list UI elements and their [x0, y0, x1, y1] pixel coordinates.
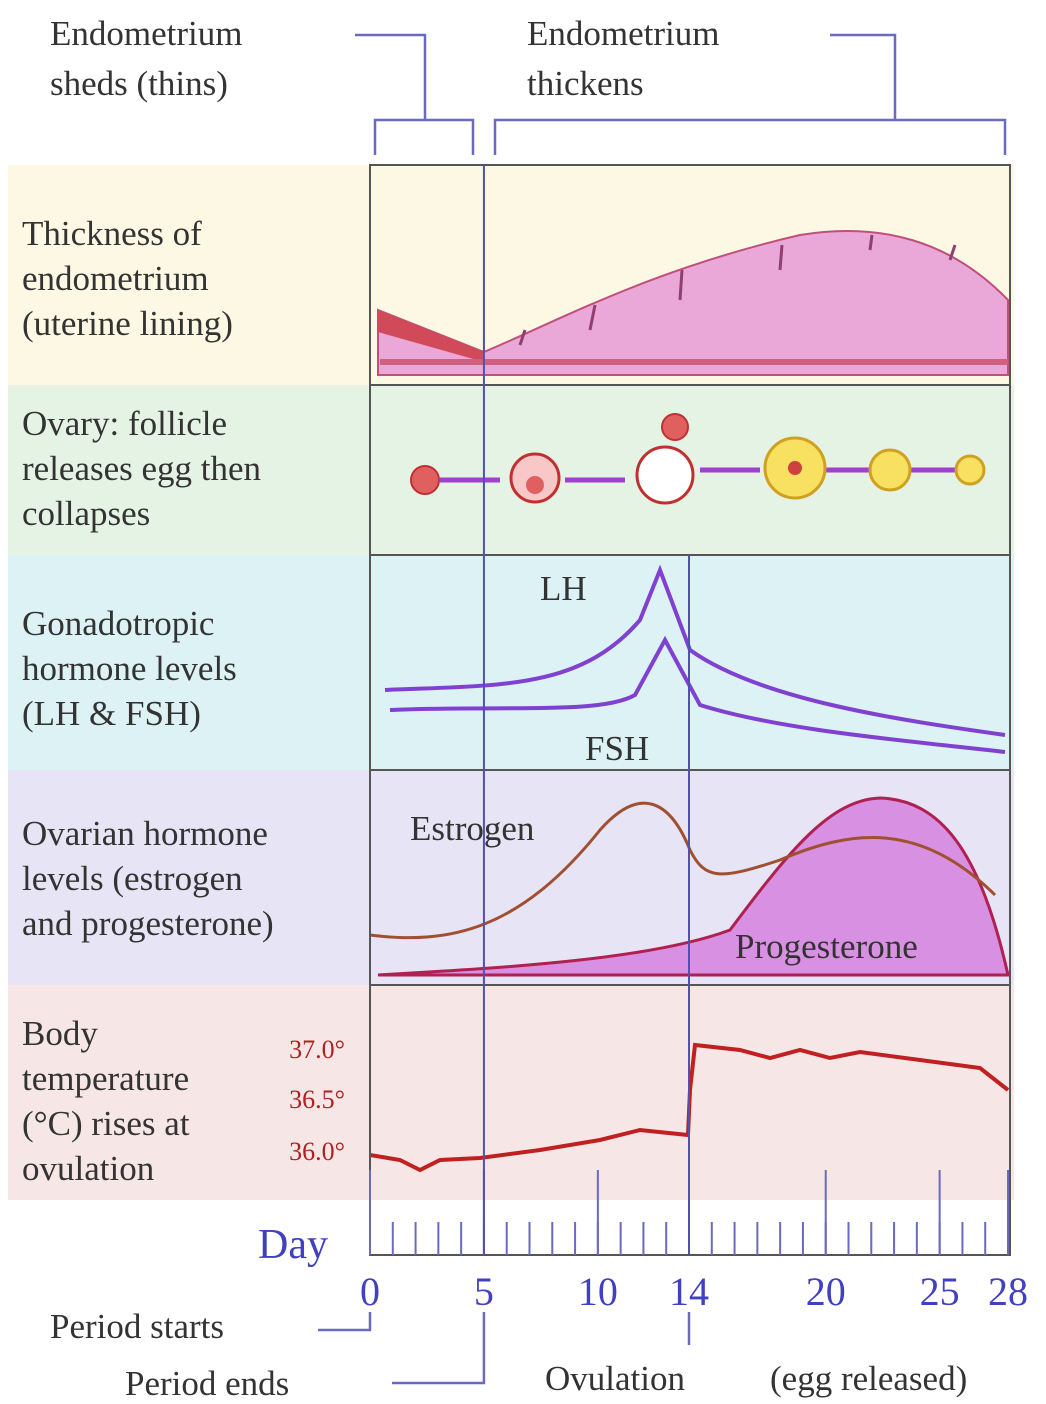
connector [392, 1312, 484, 1383]
curve-label: Progesterone [735, 927, 918, 966]
temperature-label: 36.5° [289, 1085, 345, 1114]
row-label: ovulation [22, 1149, 154, 1188]
header-text: thickens [527, 64, 644, 103]
row-label: levels (estrogen [22, 859, 243, 898]
tick-label: 25 [920, 1269, 960, 1314]
footer-text: (egg released) [770, 1359, 967, 1398]
row-label: Body [22, 1014, 98, 1053]
row-label: releases egg then [22, 449, 261, 488]
axis-label: Day [258, 1222, 328, 1268]
row-label: Gonadotropic [22, 604, 214, 643]
row-label: collapses [22, 494, 150, 533]
bracket [355, 35, 473, 155]
row-label: temperature [22, 1059, 189, 1098]
curve-label: Estrogen [410, 809, 534, 848]
tick-label: 28 [988, 1269, 1028, 1314]
row-label: Thickness of [22, 214, 202, 253]
header-text: Endometrium [50, 14, 242, 53]
tick-label: 0 [360, 1269, 380, 1314]
temperature-label: 36.0° [289, 1137, 345, 1166]
tick-label: 5 [474, 1269, 494, 1314]
temperature-label: 37.0° [289, 1035, 345, 1064]
curve-label: LH [540, 569, 587, 608]
tick-label: 20 [806, 1269, 846, 1314]
footer-text: Ovulation [545, 1359, 685, 1398]
row-label: Ovarian hormone [22, 814, 268, 853]
footer-text: Period starts [50, 1307, 224, 1346]
row-label: and progesterone) [22, 904, 274, 943]
connector [318, 1312, 370, 1330]
tick-label: 14 [669, 1269, 709, 1314]
row-label: Ovary: follicle [22, 404, 227, 443]
row-label: (LH & FSH) [22, 694, 201, 733]
header-text: Endometrium [527, 14, 719, 53]
diagram: Endometrium sheds (thins) Endometrium th… [0, 0, 1046, 1404]
row-label: hormone levels [22, 649, 237, 688]
tick-label: 10 [578, 1269, 618, 1314]
curve-label: FSH [585, 729, 649, 768]
header-text: sheds (thins) [50, 64, 228, 103]
footer-text: Period ends [125, 1364, 289, 1403]
row-label: endometrium [22, 259, 209, 298]
row-label: (uterine lining) [22, 304, 233, 343]
row-label: (°C) rises at [22, 1104, 190, 1143]
